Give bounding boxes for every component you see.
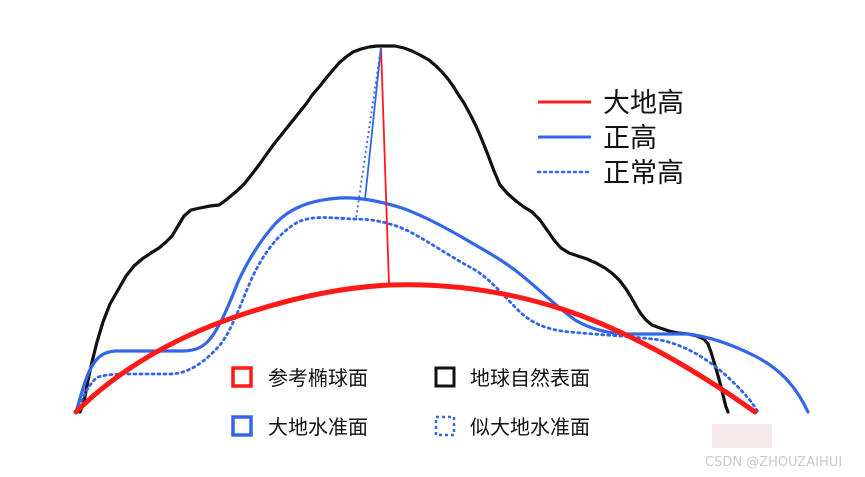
earth-natural-surface-curve: [78, 44, 730, 414]
legend-label-quasi-geoid: 似大地水准面: [470, 415, 590, 439]
normal-height-line: [355, 46, 382, 220]
watermark-text: CSDN @ZHOUZAIHUI: [705, 455, 842, 470]
legend-label-natural-surface: 地球自然表面: [470, 366, 590, 390]
legend-box-dotted-blue: [434, 415, 456, 437]
bottom-legend: 参考椭球面 地球自然表面 大地水准面 似大地水准面: [231, 366, 590, 439]
legend-label-reference-ellipsoid: 参考椭球面: [268, 366, 368, 390]
legend-box-red: [231, 366, 253, 388]
watermark-block: [712, 424, 772, 448]
legend-label-normal-height: 正常高: [603, 158, 684, 189]
legend-box-black: [434, 366, 456, 388]
top-legend: 大地高 正高 正常高: [536, 88, 684, 189]
orthometric-height-line: [364, 46, 382, 200]
legend-label-orthometric-height: 正高: [603, 123, 657, 154]
legend-label-geodetic-height: 大地高: [603, 88, 684, 119]
quasi-geoid-curve: [74, 216, 760, 414]
legend-box-blue: [231, 415, 253, 437]
legend-label-geoid: 大地水准面: [268, 415, 368, 439]
reference-ellipsoid-curve: [73, 282, 758, 415]
geodetic-height-line: [380, 46, 390, 286]
